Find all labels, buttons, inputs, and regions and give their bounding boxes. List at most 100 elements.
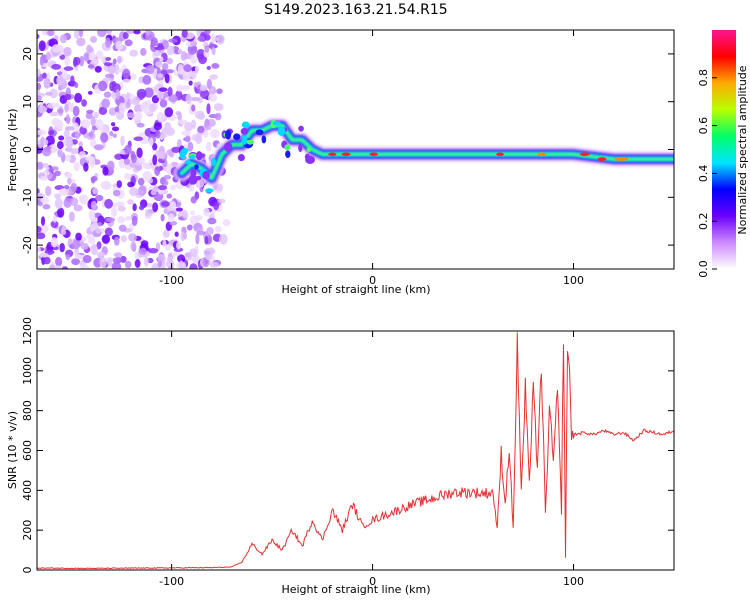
noise-speck [214, 112, 222, 121]
noise-speck [151, 95, 160, 104]
noise-speck [140, 101, 148, 113]
noise-speck [138, 156, 145, 164]
noise-speck [68, 102, 75, 110]
noise-speck [37, 161, 44, 170]
noise-speck [192, 254, 201, 265]
noise-speck [189, 263, 198, 269]
ridge-peak [496, 152, 504, 157]
noise-speck [105, 37, 111, 48]
ridge-blob [233, 133, 241, 141]
noise-speck [117, 205, 126, 212]
noise-speck [64, 103, 69, 113]
noise-speck [112, 133, 117, 138]
noise-speck [213, 103, 224, 112]
noise-speck [157, 151, 166, 160]
ridge-blob [194, 164, 199, 170]
noise-speck [168, 265, 174, 269]
noise-speck [63, 128, 70, 139]
noise-speck [73, 57, 78, 68]
noise-speck [174, 231, 179, 237]
spectrogram-ytick-label: 10 [21, 95, 34, 109]
noise-speck [47, 30, 55, 37]
noise-speck [196, 231, 207, 236]
spectrogram-xtick-label: 100 [563, 274, 584, 287]
noise-speck [162, 63, 169, 71]
noise-speck [70, 75, 75, 87]
noise-speck [74, 82, 79, 89]
noise-speck [148, 137, 154, 147]
noise-speck [156, 111, 165, 123]
noise-speck [40, 216, 46, 226]
ridge-blob [241, 135, 248, 145]
noise-speck [162, 239, 167, 247]
noise-speck [175, 111, 182, 116]
noise-speck [71, 258, 80, 266]
noise-speck [103, 77, 112, 82]
noise-speck [131, 153, 137, 163]
noise-speck [210, 249, 216, 255]
noise-speck [180, 85, 191, 91]
noise-speck [131, 215, 138, 227]
noise-speck [209, 261, 220, 268]
noise-speck [216, 34, 225, 45]
noise-speck [38, 252, 49, 258]
noise-speck [61, 72, 68, 79]
noise-speck [168, 94, 178, 103]
noise-speck [167, 86, 173, 97]
noise-speck [105, 30, 113, 35]
noise-speck [157, 43, 164, 48]
noise-speck [73, 204, 83, 212]
noise-speck [41, 30, 47, 36]
ridge-blob [195, 151, 203, 161]
noise-speck [79, 55, 85, 67]
noise-speck [112, 189, 121, 197]
noise-speck [148, 247, 159, 254]
noise-speck [74, 92, 83, 103]
noise-speck [203, 34, 211, 41]
noise-speck [160, 213, 165, 222]
noise-speck [56, 147, 63, 158]
noise-speck [56, 75, 64, 86]
noise-speck [194, 65, 200, 74]
noise-speck [208, 93, 218, 102]
noise-speck [72, 105, 80, 117]
noise-speck [86, 44, 92, 54]
noise-speck [90, 176, 96, 184]
ridge-blob [298, 143, 303, 153]
noise-speck [142, 74, 152, 85]
noise-speck [155, 129, 161, 139]
noise-speck [204, 45, 210, 53]
ridge-band [180, 124, 674, 180]
ridge-peak [341, 152, 351, 157]
noise-speck [39, 223, 49, 234]
noise-speck [54, 197, 63, 209]
noise-speck [175, 207, 183, 212]
ridge-blob [272, 121, 281, 126]
noise-speck [125, 228, 132, 233]
noise-speck [78, 30, 84, 38]
noise-speck [145, 30, 151, 36]
snr-ytick-label: 0 [21, 567, 34, 574]
noise-speck [204, 30, 211, 35]
noise-speck [95, 119, 104, 130]
snr-ylabel: SNR (10 * v/v) [6, 411, 19, 489]
noise-speck [54, 170, 61, 177]
noise-speck [54, 265, 62, 269]
ridge-blob [284, 144, 291, 151]
noise-speck [56, 141, 64, 150]
noise-speck [128, 98, 139, 105]
noise-speck [49, 147, 58, 153]
noise-speck [173, 250, 181, 257]
noise-speck [48, 130, 55, 135]
noise-speck [155, 242, 161, 251]
ridge-blob [240, 127, 249, 135]
noise-speck [116, 201, 125, 206]
noise-speck [185, 93, 192, 105]
noise-speck [42, 162, 49, 168]
noise-speck [94, 66, 102, 73]
noise-speck [88, 52, 97, 61]
noise-speck [120, 135, 125, 147]
noise-speck [39, 58, 44, 66]
noise-speck [171, 146, 181, 153]
noise-speck [197, 35, 206, 42]
